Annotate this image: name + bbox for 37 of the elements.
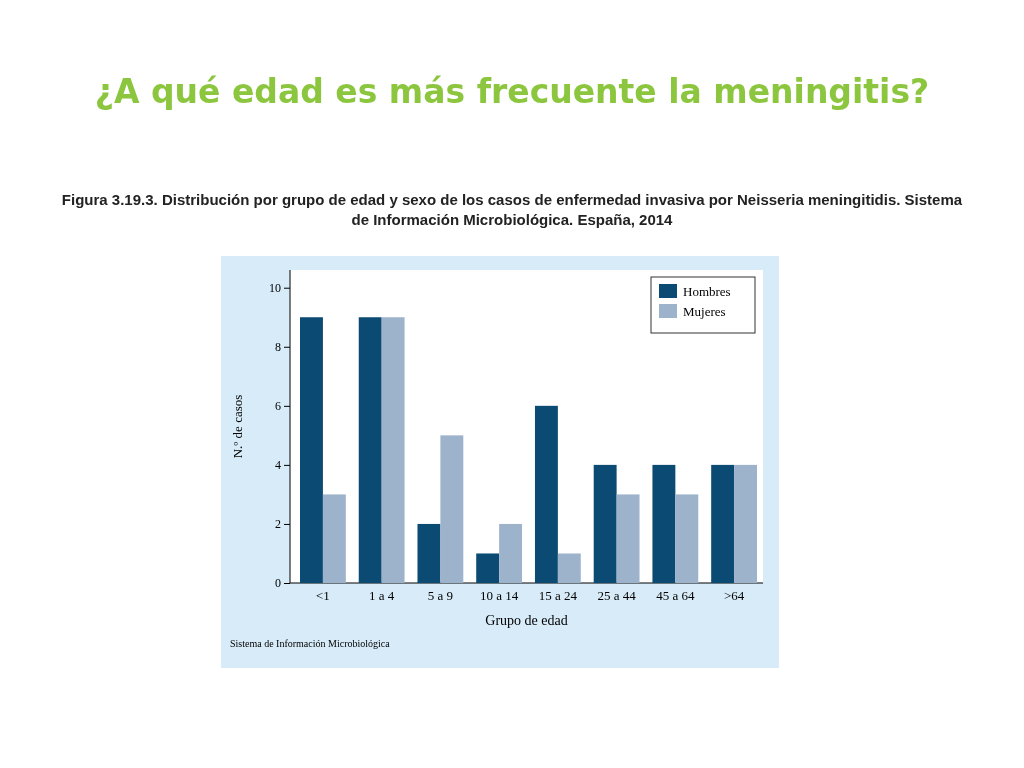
y-tick-label: 6 — [275, 399, 281, 414]
y-tick-label: 8 — [275, 340, 281, 355]
bar — [499, 523, 523, 583]
y-tick-label: 10 — [269, 281, 281, 296]
bar — [711, 464, 735, 583]
bar — [381, 317, 405, 583]
x-tick-label: <1 — [315, 588, 330, 604]
y-tick-label: 4 — [275, 458, 281, 473]
bar — [734, 464, 757, 583]
bar — [675, 494, 699, 583]
bar — [534, 405, 558, 583]
bar — [440, 435, 464, 583]
bar — [557, 553, 581, 583]
bar — [652, 464, 676, 583]
bar — [300, 317, 323, 583]
x-tick-label: >64 — [723, 588, 745, 604]
bar — [417, 523, 441, 583]
x-tick-label: 15 a 24 — [538, 588, 578, 604]
text: Sistema de Información Microbiológica — [230, 638, 391, 649]
bar — [616, 494, 640, 583]
bar — [476, 553, 500, 583]
legend-label: Mujeres — [683, 304, 726, 319]
y-tick-label: 0 — [275, 576, 281, 591]
bar — [322, 494, 346, 583]
x-tick-label: 25 a 44 — [597, 588, 637, 604]
x-tick-label: 10 a 14 — [479, 588, 519, 604]
x-tick-label: 5 a 9 — [427, 588, 454, 604]
x-axis-title: Grupo de edad — [485, 613, 568, 628]
legend-label: Hombres — [683, 284, 731, 299]
y-axis-title: N.º de casos — [230, 394, 245, 459]
bar — [358, 317, 382, 583]
chart-subtitle: Figura 3.19.3. Distribución por grupo de edad y sexo de los casos de enfermedad invasiva por Neisseria meningitidis. Sistema de Información Microbiológica. España, 2014 — [60, 190, 964, 230]
x-tick-label: 1 a 4 — [369, 588, 395, 604]
bar — [593, 464, 617, 583]
y-tick-label: 2 — [275, 517, 281, 532]
chart-title: ¿A qué edad es más frecuente la meningitis? — [93, 72, 931, 111]
x-tick-label: 45 a 64 — [656, 588, 695, 604]
